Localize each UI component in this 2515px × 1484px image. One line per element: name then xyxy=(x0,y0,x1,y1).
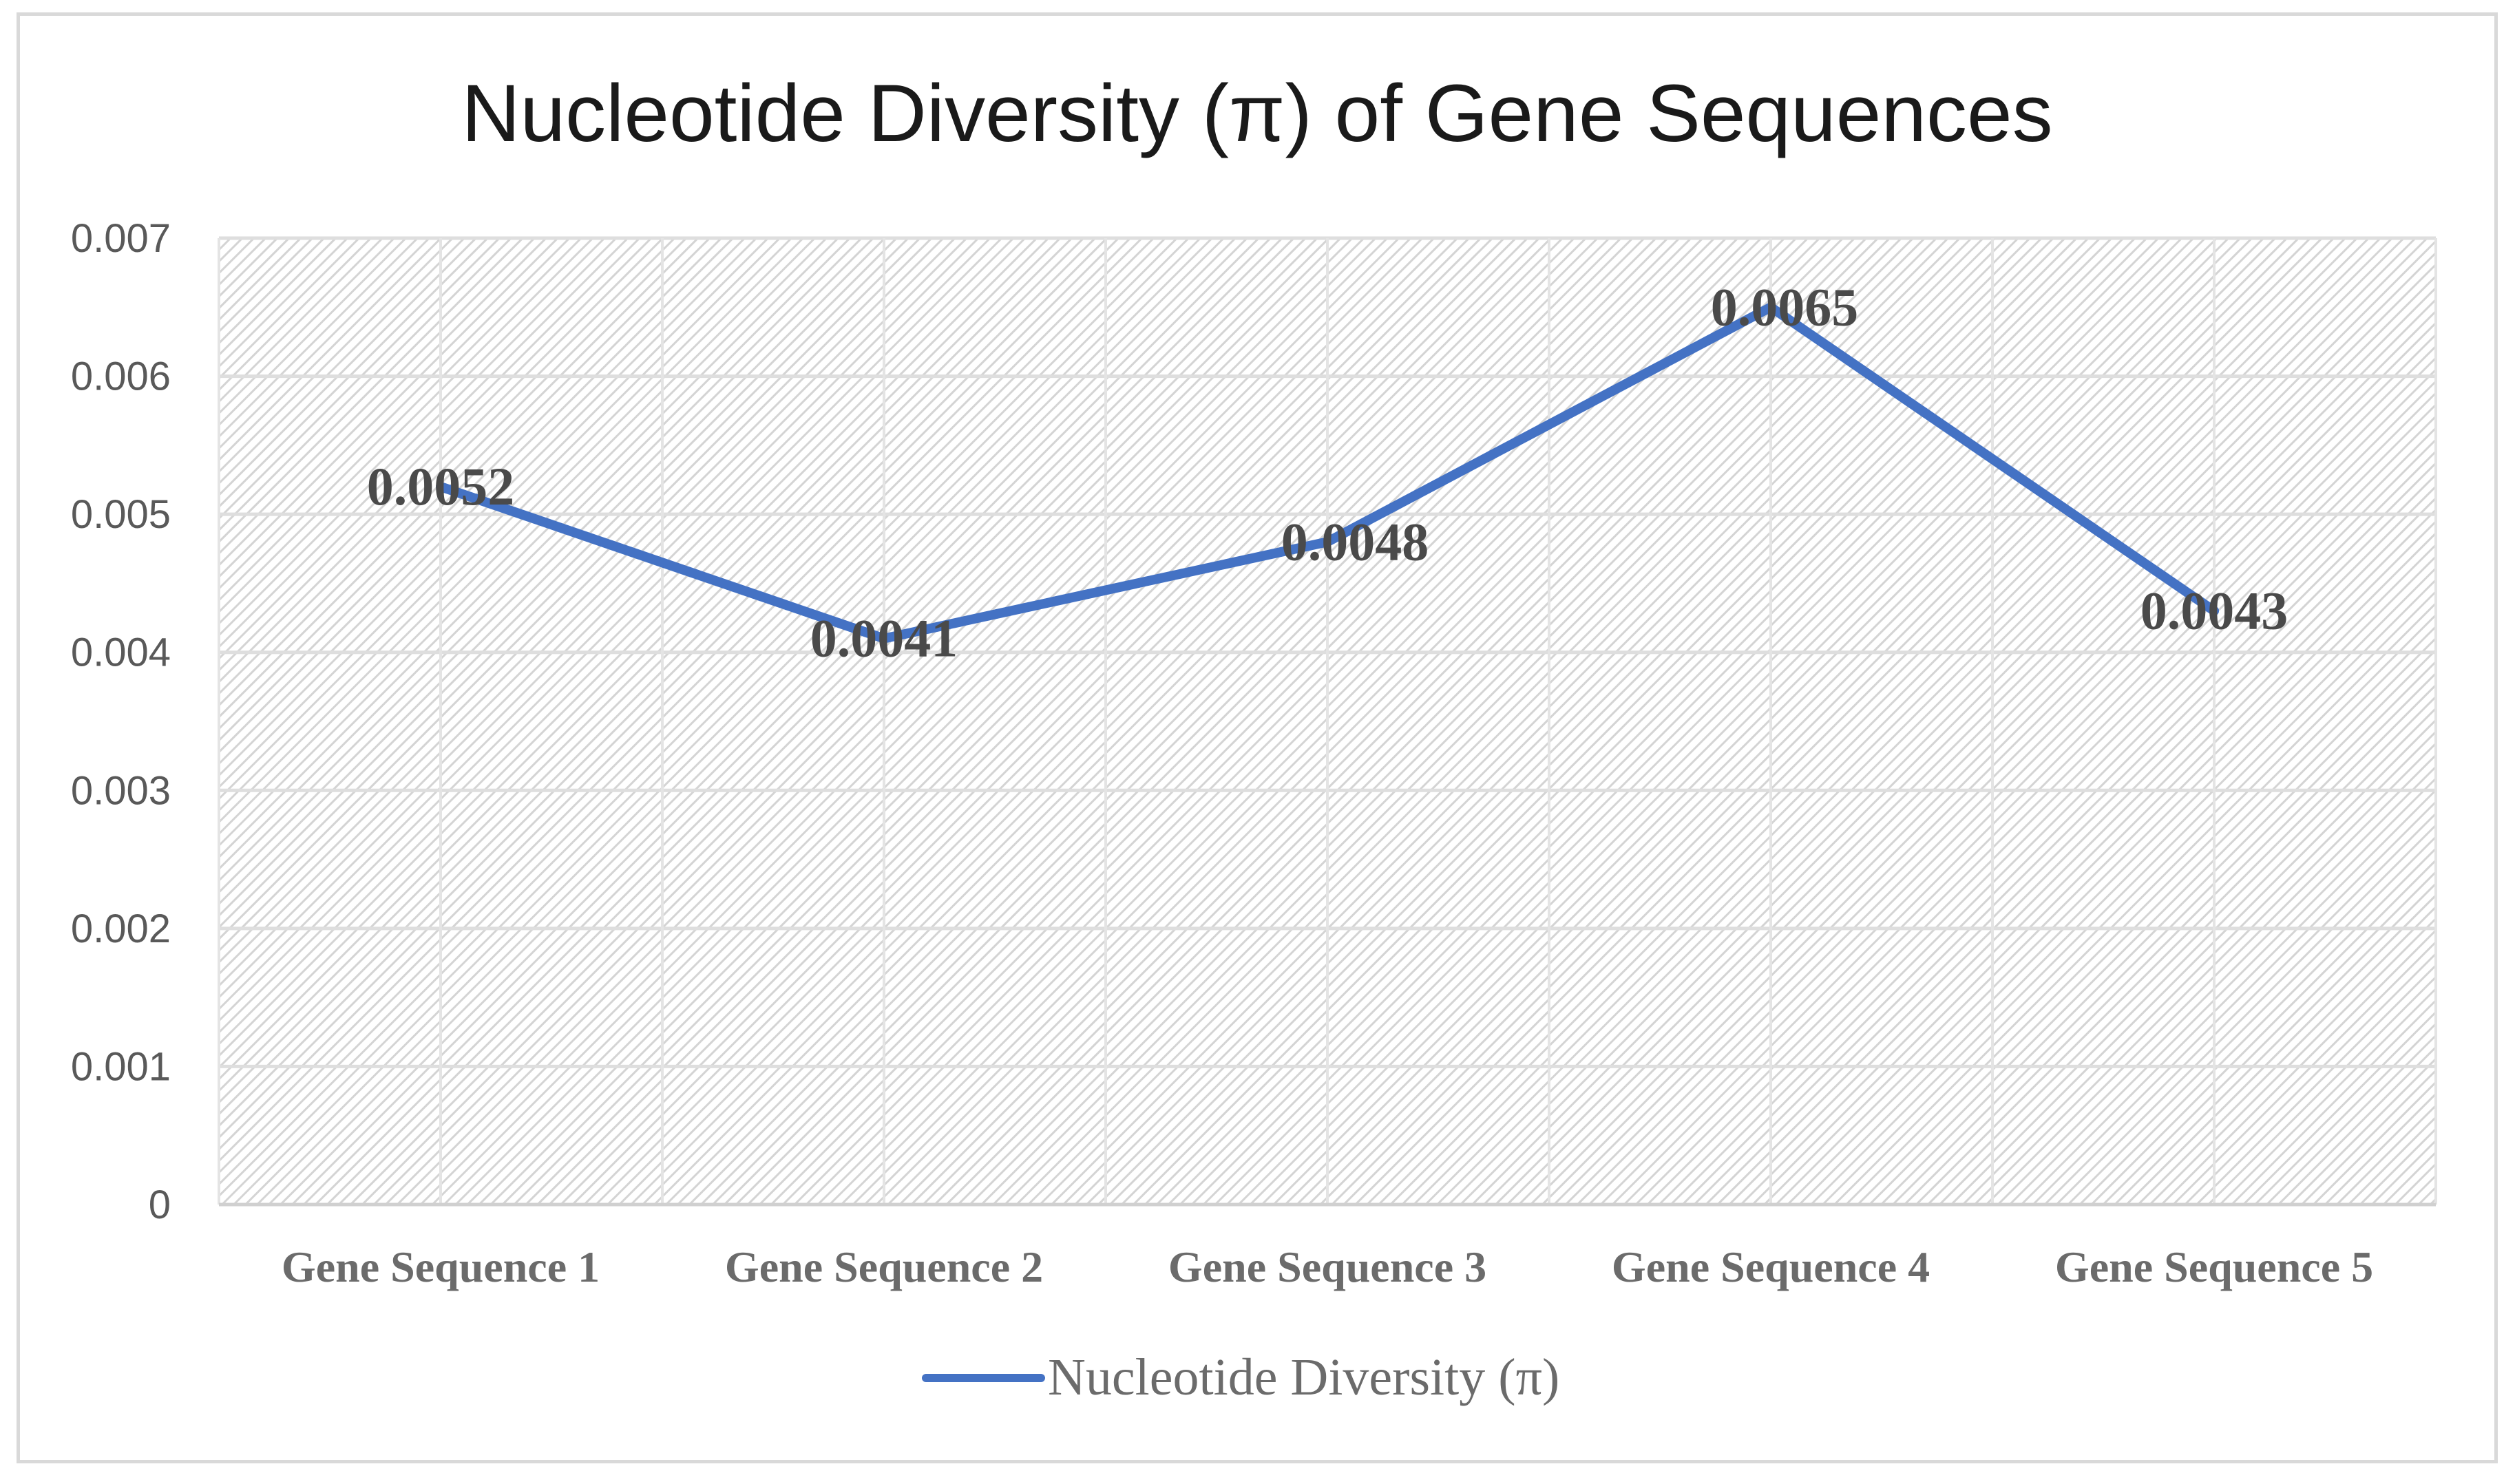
data-label: 0.0052 xyxy=(367,456,515,516)
data-point xyxy=(879,633,889,644)
y-tick-label: 0.005 xyxy=(71,492,171,537)
legend-label: Nucleotide Diversity (π) xyxy=(1048,1348,1559,1406)
series-layer xyxy=(436,302,2219,644)
x-tick-label: Gene Sequence 5 xyxy=(2055,1242,2373,1291)
data-point xyxy=(436,482,445,492)
y-tick-label: 0 xyxy=(149,1183,171,1227)
y-tick-label: 0.006 xyxy=(71,354,171,399)
data-label: 0.0065 xyxy=(1711,277,1859,337)
data-point xyxy=(2209,606,2219,616)
y-tick-label: 0.004 xyxy=(71,630,171,675)
data-point xyxy=(1323,537,1332,547)
x-tick-label: Gene Sequence 2 xyxy=(725,1242,1043,1291)
x-axis: Gene Sequence 1 Gene Sequence 2 Gene Seque… xyxy=(219,1202,2436,1291)
y-axis: 0 0.001 0.002 0.003 0.004 0.005 0.006 0.007 xyxy=(71,216,171,1227)
x-tick-label: Gene Sequence 1 xyxy=(282,1242,600,1291)
gridlines xyxy=(218,236,2437,1207)
chart-title: Nucleotide Diversity (π) of Gene Sequenc… xyxy=(461,68,2052,159)
y-tick-label: 0.002 xyxy=(71,907,171,951)
data-label: 0.0043 xyxy=(2140,581,2288,641)
y-tick-label: 0.007 xyxy=(71,216,171,261)
data-point xyxy=(1766,302,1776,312)
data-label: 0.0041 xyxy=(810,608,958,668)
y-tick-label: 0.001 xyxy=(71,1044,171,1089)
y-tick-label: 0.003 xyxy=(71,768,171,813)
legend: Nucleotide Diversity (π) xyxy=(922,1348,1559,1406)
data-label: 0.0048 xyxy=(1281,511,1429,571)
data-labels: 0.0052 0.0041 0.0048 0.0065 0.0043 xyxy=(367,277,2288,668)
x-tick-label: Gene Sequence 4 xyxy=(1612,1242,1930,1291)
x-tick-label: Gene Sequence 3 xyxy=(1168,1242,1486,1291)
